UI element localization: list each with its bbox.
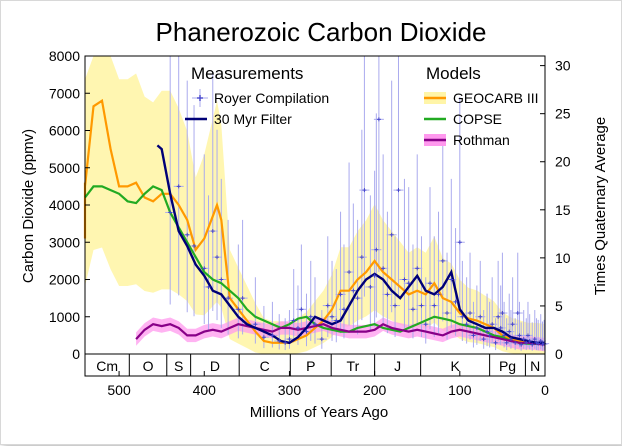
axes: 0100020003000400050006000700080000510152… <box>49 48 571 398</box>
period-label: N <box>530 358 540 374</box>
rothman-line <box>135 322 546 346</box>
y-right-tick-label: 20 <box>555 154 571 170</box>
y-right-tick-label: 10 <box>555 250 571 266</box>
y-tick-label: 4000 <box>49 197 80 213</box>
period-label: Tr <box>347 358 360 374</box>
filter-line <box>156 144 545 345</box>
period-label: Pg <box>499 358 516 374</box>
y-right-tick-label: 25 <box>555 106 571 122</box>
y-tick-label: 3000 <box>49 234 80 250</box>
royer-points <box>168 117 547 347</box>
y-right-tick-label: 30 <box>555 58 571 74</box>
x-tick-label: 200 <box>363 382 387 398</box>
y-tick-label: 0 <box>72 346 80 362</box>
x-tick-label: 0 <box>541 382 549 398</box>
period-label: K <box>450 358 460 374</box>
geologic-period-bar: Cm O S D C P Tr J K Pg N <box>84 353 546 377</box>
x-tick-label: 400 <box>193 382 217 398</box>
period-label: D <box>210 358 220 374</box>
period-label: P <box>306 358 315 374</box>
x-axis-label: Millions of Years Ago <box>250 404 388 421</box>
y-axis-label: Carbon Dioxide (ppmv) <box>20 129 37 283</box>
legend-filter-label: 30 Myr Filter <box>214 111 292 127</box>
y-tick-label: 1000 <box>49 309 80 325</box>
period-label: O <box>143 358 154 374</box>
legend-rothman-label: Rothman <box>453 132 510 148</box>
x-tick-label: 300 <box>278 382 302 398</box>
y-tick-label: 6000 <box>49 123 80 139</box>
y-right-tick-label: 0 <box>555 346 563 362</box>
y-tick-label: 5000 <box>49 160 80 176</box>
x-tick-label: 100 <box>448 382 472 398</box>
period-label: Cm <box>96 358 118 374</box>
legend-copse-label: COPSE <box>453 111 502 127</box>
legend-royer-label: Royer Compilation <box>214 90 329 106</box>
legend: Measurements Models Royer Compilation 30 My… <box>185 64 539 148</box>
royer-error-bars <box>165 56 550 351</box>
x-tick-label: 500 <box>107 382 131 398</box>
period-label: C <box>260 358 270 374</box>
y-axis-right-label: Times Quaternary Average <box>592 117 609 295</box>
y-tick-label: 7000 <box>49 85 80 101</box>
legend-geocarb-label: GEOCARB III <box>453 90 539 106</box>
chart-title: Phanerozoic Carbon Dioxide <box>156 17 487 47</box>
y-right-tick-label: 5 <box>555 298 563 314</box>
period-label: S <box>174 358 183 374</box>
y-right-tick-label: 15 <box>555 202 571 218</box>
y-tick-label: 2000 <box>49 272 80 288</box>
y-tick-label: 8000 <box>49 48 80 64</box>
period-label: J <box>394 358 401 374</box>
legend-measurements-title: Measurements <box>191 64 303 83</box>
legend-models-title: Models <box>426 64 481 83</box>
period-bar <box>84 353 546 377</box>
